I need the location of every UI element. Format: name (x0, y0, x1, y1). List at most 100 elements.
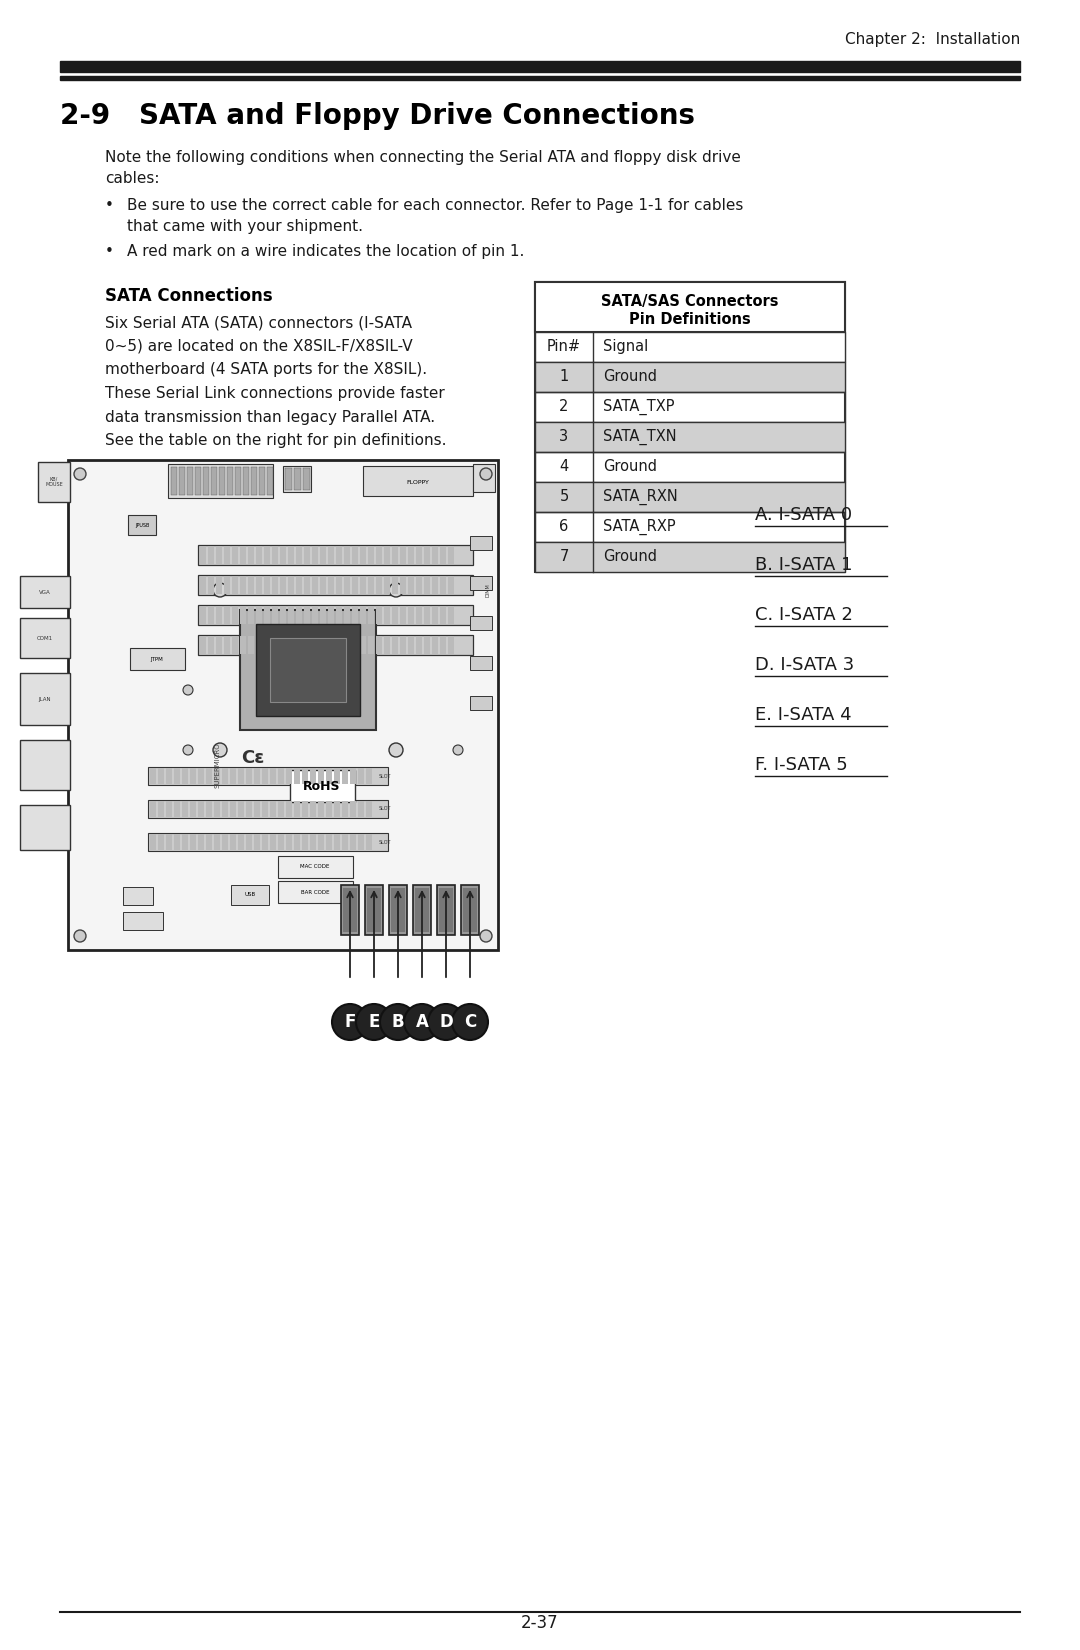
Bar (183, 833, 188, 850)
Bar (216, 606, 222, 624)
Bar (328, 576, 334, 594)
Bar (270, 767, 276, 784)
Bar (408, 635, 414, 653)
Bar (432, 576, 438, 594)
Bar (360, 576, 366, 594)
Bar (328, 546, 334, 564)
Text: 3: 3 (559, 429, 568, 444)
Bar (294, 469, 301, 490)
Bar (270, 639, 346, 701)
Text: JLAN: JLAN (39, 696, 52, 701)
Bar (264, 546, 270, 564)
Bar (432, 546, 438, 564)
Circle shape (75, 931, 86, 942)
Bar (264, 635, 270, 653)
Text: F. I-SATA 5: F. I-SATA 5 (755, 756, 848, 774)
Bar (264, 576, 270, 594)
Bar (198, 606, 473, 625)
Bar (440, 576, 446, 594)
Circle shape (389, 582, 403, 597)
Text: Pin#: Pin# (546, 338, 581, 355)
Bar (280, 546, 286, 564)
Text: SLOT: SLOT (379, 774, 391, 779)
Bar (535, 393, 845, 422)
Bar (312, 635, 318, 653)
Text: 7: 7 (559, 549, 569, 564)
Bar (363, 465, 473, 497)
Bar (256, 635, 262, 653)
Circle shape (428, 1003, 464, 1040)
Text: Cε: Cε (241, 749, 265, 767)
Circle shape (183, 685, 193, 695)
Bar (232, 546, 238, 564)
Bar (334, 800, 340, 817)
Text: Six Serial ATA (SATA) connectors (I-SATA
0~5) are located on the X8SIL-F/X8SIL-V: Six Serial ATA (SATA) connectors (I-SATA… (105, 315, 446, 449)
Bar (168, 464, 273, 498)
Bar (366, 833, 372, 850)
Bar (198, 833, 204, 850)
Text: A. I-SATA 0: A. I-SATA 0 (755, 507, 852, 525)
Bar (296, 546, 302, 564)
Text: Signal: Signal (603, 338, 648, 355)
Bar (158, 767, 164, 784)
Bar (183, 800, 188, 817)
Bar (270, 833, 276, 850)
Text: SUPERMICRO: SUPERMICRO (215, 742, 221, 787)
Bar (214, 833, 220, 850)
Bar (246, 833, 252, 850)
Bar (240, 546, 246, 564)
Text: SATA/SAS Connectors: SATA/SAS Connectors (602, 294, 779, 309)
Bar (262, 767, 268, 784)
Bar (376, 606, 382, 624)
Bar (320, 606, 326, 624)
Text: •: • (105, 198, 113, 213)
Bar (278, 800, 284, 817)
Bar (328, 606, 334, 624)
Bar (416, 635, 422, 653)
Bar (336, 606, 342, 624)
Bar (256, 576, 262, 594)
Bar (392, 576, 399, 594)
Bar (391, 888, 405, 932)
Text: 6: 6 (559, 520, 569, 535)
Bar (208, 606, 214, 624)
Bar (320, 546, 326, 564)
Bar (360, 606, 366, 624)
Circle shape (389, 742, 403, 757)
Bar (190, 767, 195, 784)
Bar (365, 884, 383, 936)
Text: 2-37: 2-37 (522, 1614, 558, 1632)
Bar (461, 884, 480, 936)
Bar (470, 696, 492, 710)
Bar (195, 467, 201, 495)
Bar (150, 833, 156, 850)
Bar (342, 800, 348, 817)
Bar (280, 635, 286, 653)
Bar (251, 467, 257, 495)
Bar (256, 546, 262, 564)
Bar (208, 546, 214, 564)
Bar (310, 800, 316, 817)
Bar (352, 635, 357, 653)
Text: D. I-SATA 3: D. I-SATA 3 (755, 657, 854, 673)
Text: A red mark on a wire indicates the location of pin 1.: A red mark on a wire indicates the locat… (127, 244, 525, 259)
Bar (535, 541, 845, 573)
Bar (535, 482, 845, 512)
Bar (174, 800, 180, 817)
Bar (352, 546, 357, 564)
Bar (123, 912, 163, 931)
Bar (198, 574, 473, 596)
Bar (312, 606, 318, 624)
Bar (214, 767, 220, 784)
Bar (296, 576, 302, 594)
Bar (283, 465, 311, 492)
Bar (190, 833, 195, 850)
Bar (288, 576, 294, 594)
Bar (259, 467, 265, 495)
Bar (352, 576, 357, 594)
Bar (392, 635, 399, 653)
Text: 5: 5 (559, 488, 569, 503)
Bar (278, 833, 284, 850)
Bar (246, 767, 252, 784)
Bar (211, 467, 217, 495)
